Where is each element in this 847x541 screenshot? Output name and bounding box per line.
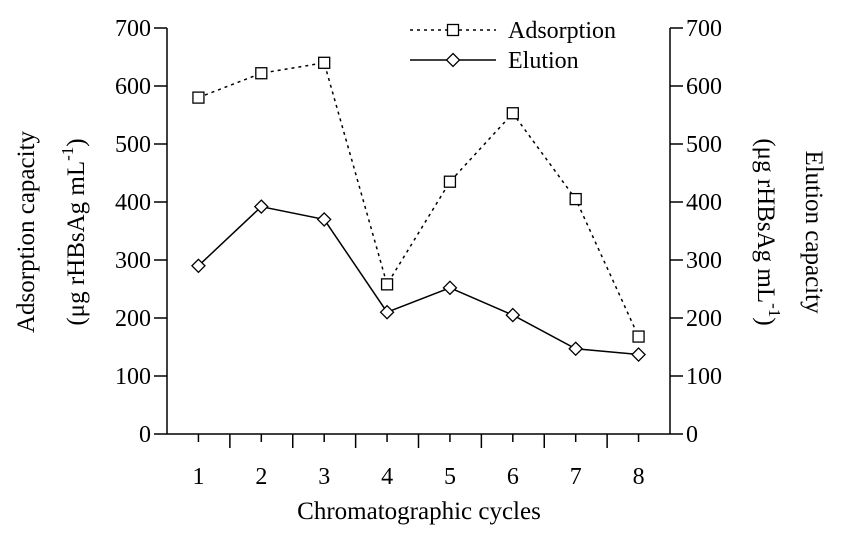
legend-label-1: Elution (508, 48, 579, 74)
adsorption-data-point (506, 107, 519, 120)
x-tick-label: 1 (192, 464, 204, 490)
right-axis-unit-exponent: -1 (765, 303, 784, 317)
right-y-tick-label: 600 (686, 74, 722, 100)
x-tick-label: 2 (255, 464, 267, 490)
x-axis-title: Chromatographic cycles (297, 498, 541, 525)
left-y-tick-label: 700 (115, 16, 151, 42)
right-axis-title-line1: Elution capacity (800, 150, 827, 314)
left-y-tick-label: 600 (115, 74, 151, 100)
left-axis-title-line2: (μg rHBsAg mL-1) (58, 138, 90, 325)
elution-data-point (253, 199, 269, 215)
right-axis-unit-close: ) (752, 317, 779, 325)
legend-marker-1 (445, 52, 461, 68)
left-y-tick-label: 200 (115, 306, 151, 332)
adsorption-data-point (380, 278, 394, 291)
left-y-tick-label: 500 (115, 132, 151, 158)
left-axis-unit-exponent: -1 (58, 147, 77, 161)
x-tick-label: 3 (318, 464, 330, 490)
elution-data-point (568, 341, 584, 357)
legend-marker-0 (446, 23, 460, 37)
legend-label-0: Adsorption (508, 18, 616, 44)
elution-data-point (631, 347, 646, 362)
adsorption-data-point (632, 330, 645, 343)
x-tick-label: 7 (570, 464, 582, 490)
left-axis-title: Adsorption capacity (μg rHBsAg mL-1) (13, 130, 90, 333)
right-axis-title: Elution capacity (μg rHBsAg mL-1) (752, 138, 827, 325)
left-axis-unit-close: ) (63, 138, 90, 146)
adsorption-data-point (318, 56, 331, 69)
right-y-tick-label: 200 (686, 306, 722, 332)
left-y-tick-label: 0 (139, 422, 151, 448)
left-y-tick-label: 100 (115, 364, 151, 390)
right-y-tick-label: 0 (686, 422, 698, 448)
right-y-tick-label: 500 (686, 132, 722, 158)
adsorption-data-point (569, 192, 582, 206)
left-y-tick-label: 300 (115, 248, 151, 274)
right-y-tick-label: 700 (686, 16, 722, 42)
adsorption-data-point (255, 67, 268, 80)
right-y-tick-label: 300 (686, 248, 722, 274)
right-y-tick-label: 100 (686, 364, 722, 390)
elution-data-point (505, 307, 521, 323)
x-tick-label: 4 (381, 464, 393, 490)
adsorption-data-point (443, 175, 457, 188)
elution-data-point (442, 280, 458, 296)
left-y-tick-label: 400 (115, 190, 151, 216)
right-axis-unit: (μg rHBsAg mL (752, 138, 779, 303)
left-axis-unit: (μg rHBsAg mL (63, 161, 90, 326)
right-y-tick-label: 400 (686, 190, 722, 216)
right-axis-title-line2: (μg rHBsAg mL-1) (752, 138, 784, 325)
elution-series-line (197, 205, 639, 356)
left-axis-title-line1: Adsorption capacity (13, 130, 40, 333)
elution-data-point (191, 258, 206, 274)
adsorption-data-point (192, 91, 205, 104)
elution-data-point (316, 211, 332, 227)
x-tick-label: 6 (507, 464, 519, 490)
x-tick-label: 5 (444, 464, 456, 490)
elution-data-point (379, 304, 395, 320)
adsorption-series-line (198, 61, 640, 337)
x-tick-label: 8 (633, 464, 645, 490)
